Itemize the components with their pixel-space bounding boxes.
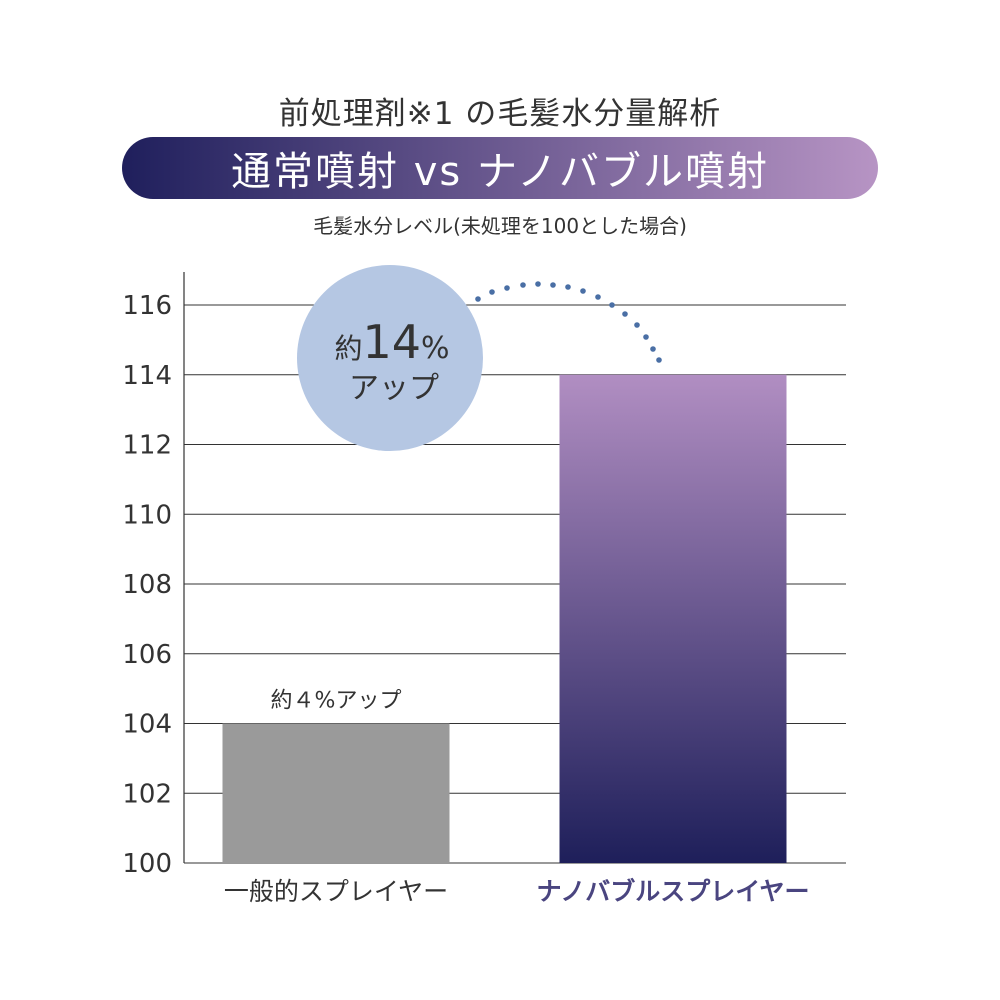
arc-dot	[634, 322, 640, 328]
arc-dot	[520, 282, 526, 288]
chart-subtitle: 毛髪水分レベル(未処理を100とした場合)	[313, 214, 687, 238]
bars	[222, 374, 787, 863]
arc-dot	[550, 282, 556, 288]
y-tick-label: 102	[122, 779, 172, 809]
x-category-label: 一般的スプレイヤー	[224, 877, 448, 906]
y-tick-label: 112	[122, 431, 172, 461]
y-tick-label: 104	[122, 710, 172, 740]
y-tick-label: 110	[122, 500, 172, 530]
arc-dot	[580, 288, 586, 294]
arc-dot	[643, 334, 649, 340]
arc-dot	[475, 296, 481, 302]
arc-dot	[609, 302, 615, 308]
bar-1	[222, 723, 450, 863]
y-tick-label: 116	[122, 291, 172, 321]
y-tick-label: 108	[122, 570, 172, 600]
arc-dot	[535, 281, 541, 287]
callout-line-1: 約14%	[334, 315, 449, 369]
arc-dot	[565, 284, 571, 290]
chart-title: 前処理剤※1 の毛髪水分量解析	[278, 96, 722, 132]
y-tick-label: 100	[122, 849, 172, 879]
data-label-bar-1: 約４%アップ	[271, 689, 402, 714]
callout-line-2: アップ	[349, 371, 439, 406]
arc-dot	[595, 294, 601, 300]
arc-dot	[650, 346, 656, 352]
arc-dot	[504, 285, 510, 291]
x-category-label: ナノバブルスプレイヤー	[536, 877, 809, 906]
comparison-banner: 通常噴射 vs ナノバブル噴射	[122, 137, 878, 199]
callout-circle	[297, 265, 483, 451]
callout: 約14%アップ	[297, 265, 662, 451]
arc-dot	[489, 289, 495, 295]
arc-dot	[622, 311, 628, 317]
arc-dot	[656, 357, 662, 363]
labels: 100 102 104 106 108 110 112 114 116 一般的スプレイヤー ナノバブ…	[122, 291, 809, 906]
bar-2	[559, 374, 787, 863]
y-tick-label: 114	[122, 361, 172, 391]
y-tick-label: 106	[122, 640, 172, 670]
